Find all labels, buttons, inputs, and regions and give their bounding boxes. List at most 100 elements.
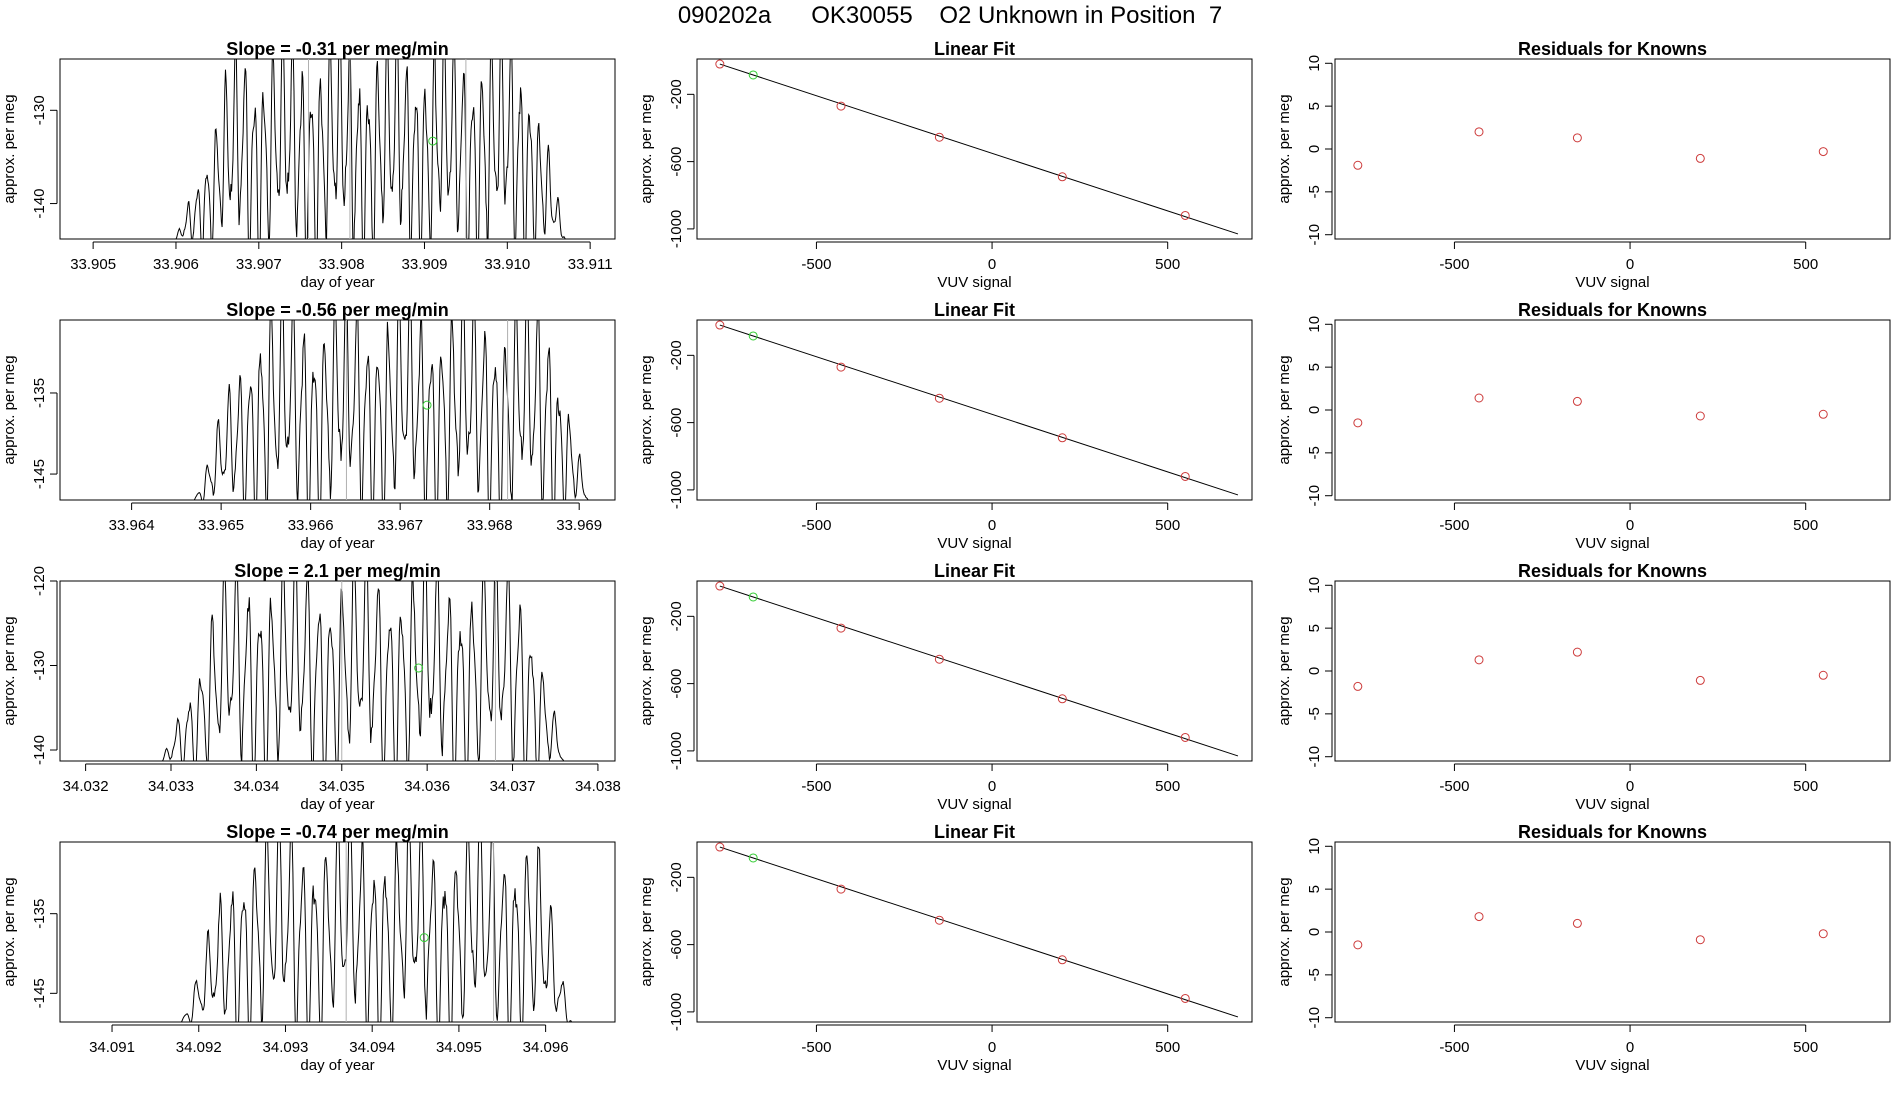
x-tick-label: 33.908 xyxy=(319,256,365,273)
x-tick-label: -500 xyxy=(801,778,831,795)
plot-frame xyxy=(59,580,616,762)
plot-frame xyxy=(696,319,1253,501)
unknown-point xyxy=(748,853,758,863)
raw-trace-4-data xyxy=(60,842,615,1022)
x-axis-label: VUV signal xyxy=(937,1057,1011,1074)
y-tick-label: 0 xyxy=(1306,406,1323,414)
x-tick-label: 34.035 xyxy=(319,778,365,795)
y-tick-label: -200 xyxy=(668,79,685,109)
known-point xyxy=(1353,681,1363,691)
x-tick-label: -500 xyxy=(801,1039,831,1056)
y-tick-label: -135 xyxy=(31,378,48,408)
known-point xyxy=(1474,655,1484,665)
x-tick-label: -500 xyxy=(1439,256,1469,273)
y-tick-label: 10 xyxy=(1306,55,1323,72)
chart-title: Residuals for Knowns xyxy=(1518,822,1707,842)
signal-trace xyxy=(60,842,615,1022)
y-tick-label: -10 xyxy=(1306,485,1323,507)
known-point xyxy=(1353,160,1363,170)
y-axis-label: approx. per meg xyxy=(638,877,655,986)
x-tick-label: 0 xyxy=(988,778,996,795)
unknown-point-marker xyxy=(428,136,438,146)
x-tick-label: 34.033 xyxy=(148,778,194,795)
x-tick-label: 0 xyxy=(1626,517,1634,534)
y-tick-label: -140 xyxy=(31,189,48,219)
x-tick-label: 0 xyxy=(1626,778,1634,795)
x-axis-label: VUV signal xyxy=(937,535,1011,552)
y-tick-label: -600 xyxy=(668,147,685,177)
x-tick-label: 33.964 xyxy=(109,517,155,534)
known-point xyxy=(715,842,725,852)
x-tick-label: -500 xyxy=(1439,517,1469,534)
plot-frame xyxy=(1334,319,1891,501)
y-axis-label: approx. per meg xyxy=(1276,616,1293,725)
y-axis-label: approx. per meg xyxy=(638,94,655,203)
known-point xyxy=(836,623,846,633)
x-tick-label: 33.967 xyxy=(377,517,423,534)
residuals-4-chart: Residuals for Knowns -500 0 500 VUV signal 10… xyxy=(1276,822,1891,1074)
residuals-3-chart: Residuals for Knowns -500 0 500 VUV signal 10… xyxy=(1276,561,1891,813)
raw-trace-2-data xyxy=(60,320,615,500)
plot-frame xyxy=(696,58,1253,240)
chart-title: Slope = -0.74 per meg/min xyxy=(226,822,449,842)
x-tick-label: 500 xyxy=(1155,256,1180,273)
known-point xyxy=(1353,940,1363,950)
x-tick-label: 33.909 xyxy=(402,256,448,273)
y-axis-label: approx. per meg xyxy=(1,355,18,464)
x-tick-label: 34.037 xyxy=(490,778,536,795)
known-point xyxy=(1818,147,1828,157)
y-tick-label: -145 xyxy=(31,459,48,489)
x-tick-label: 500 xyxy=(1155,778,1180,795)
y-tick-label: -1000 xyxy=(668,732,685,770)
y-tick-label: -10 xyxy=(1306,224,1323,246)
residuals-4-data xyxy=(1353,912,1828,950)
fit-line xyxy=(719,585,1239,757)
x-tick-label: 33.965 xyxy=(198,517,244,534)
x-tick-label: 34.092 xyxy=(176,1039,222,1056)
known-point xyxy=(1474,393,1484,403)
linear-fit-2-chart: Linear Fit -500 0 500 VUV signal -200 -600 -100… xyxy=(638,300,1253,552)
raw-trace-2-chart: Slope = -0.56 per meg/min 33.964 33.965 33.… xyxy=(1,300,616,552)
chart-title: Slope = 2.1 per meg/min xyxy=(234,561,441,581)
plot-frame xyxy=(59,841,616,1023)
known-point xyxy=(715,320,725,330)
known-point xyxy=(1057,433,1067,443)
unknown-point-marker xyxy=(419,933,429,943)
page-title: 090202a OK30055 O2 Unknown in Position 7 xyxy=(677,2,1223,29)
x-tick-label: 500 xyxy=(1155,517,1180,534)
known-point xyxy=(934,132,944,142)
known-point xyxy=(1057,172,1067,182)
y-tick-label: 0 xyxy=(1306,667,1323,675)
raw-trace-3-chart: Slope = 2.1 per meg/min 34.032 34.033 34.03… xyxy=(1,561,621,813)
x-tick-label: 34.095 xyxy=(436,1039,482,1056)
y-tick-label: -135 xyxy=(31,899,48,929)
x-axis-label: day of year xyxy=(300,535,374,552)
x-tick-label: -500 xyxy=(801,256,831,273)
linear-fit-3-chart: Linear Fit -500 0 500 VUV signal -200 -600 -100… xyxy=(638,561,1253,813)
unknown-point-marker xyxy=(422,400,432,410)
chart-title: Residuals for Knowns xyxy=(1518,561,1707,581)
x-tick-label: 500 xyxy=(1793,256,1818,273)
known-point xyxy=(1353,418,1363,428)
fit-line xyxy=(719,324,1239,496)
y-tick-label: -5 xyxy=(1306,968,1323,981)
signal-trace xyxy=(60,59,615,239)
x-tick-label: 34.032 xyxy=(63,778,109,795)
known-point xyxy=(836,101,846,111)
plot-frame xyxy=(1334,58,1891,240)
y-tick-label: 10 xyxy=(1306,316,1323,333)
y-axis-label: approx. per meg xyxy=(1276,877,1293,986)
x-axis-label: VUV signal xyxy=(1575,796,1649,813)
residuals-2-chart: Residuals for Knowns -500 0 500 VUV signal 10… xyxy=(1276,300,1891,552)
y-tick-label: -10 xyxy=(1306,746,1323,768)
x-tick-label: 33.966 xyxy=(288,517,334,534)
chart-title: Residuals for Knowns xyxy=(1518,39,1707,59)
known-point xyxy=(715,581,725,591)
y-axis-label: approx. per meg xyxy=(1276,94,1293,203)
x-tick-label: 0 xyxy=(1626,1039,1634,1056)
y-tick-label: -1000 xyxy=(668,471,685,509)
known-point xyxy=(1818,409,1828,419)
x-tick-label: 500 xyxy=(1793,517,1818,534)
signal-trace xyxy=(60,320,615,500)
